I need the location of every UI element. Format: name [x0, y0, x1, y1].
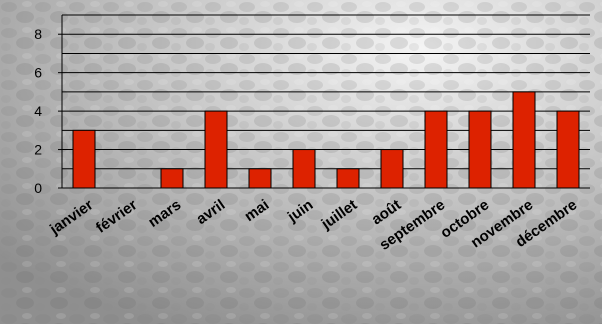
bar-5 [248, 168, 272, 189]
bar-6 [292, 149, 316, 189]
bar-8 [380, 149, 404, 189]
y-tick-label: 6 [34, 65, 42, 81]
bar-9 [424, 110, 448, 189]
bar-7 [336, 168, 360, 189]
grid [62, 14, 590, 170]
y-tick-label: 2 [34, 142, 42, 158]
bar-1 [72, 129, 96, 189]
axes: 0 2 4 6 8 [34, 15, 590, 196]
bar-12 [556, 110, 580, 189]
bar-3 [160, 168, 184, 189]
y-tick-label: 4 [34, 103, 42, 119]
y-tick-label: 0 [34, 180, 42, 196]
bar-4 [204, 110, 228, 189]
bar-11 [512, 91, 536, 189]
y-tick-label: 8 [34, 26, 42, 42]
bar-10 [468, 110, 492, 189]
